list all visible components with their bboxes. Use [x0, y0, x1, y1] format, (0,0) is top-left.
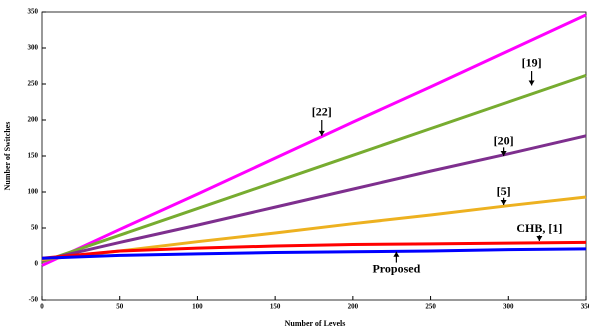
- annotation: [19]: [522, 56, 542, 70]
- y-tick-label: 350: [28, 8, 39, 16]
- series-line: [41, 240, 587, 260]
- annotation: CHB, [1]: [516, 221, 562, 235]
- x-tick-label: 150: [270, 303, 281, 311]
- annotation: [22]: [312, 105, 332, 119]
- x-tick-label: 350: [581, 303, 589, 311]
- y-tick-label: 50: [31, 224, 39, 232]
- y-tick-label: 300: [28, 44, 39, 52]
- y-tick-label: -50: [29, 296, 39, 304]
- arrow-head: [500, 199, 507, 205]
- x-tick-label: 100: [192, 303, 203, 311]
- y-tick-label: 100: [28, 188, 39, 196]
- y-tick-label: 250: [28, 80, 39, 88]
- arrow-head: [536, 235, 543, 241]
- annotation: [5]: [497, 184, 511, 198]
- annotation: [20]: [494, 133, 514, 147]
- y-tick-label: 150: [28, 152, 39, 160]
- arrow-head: [500, 151, 507, 156]
- x-tick-label: 0: [40, 303, 44, 311]
- series-line: [41, 247, 587, 260]
- y-axis-label: Number of Switches: [3, 122, 12, 191]
- arrow-head: [528, 80, 535, 86]
- series-line: [41, 73, 587, 264]
- annotation: Proposed: [372, 262, 420, 276]
- x-tick-label: 250: [425, 303, 436, 311]
- arrow-head: [393, 251, 400, 257]
- series-line: [41, 134, 587, 262]
- y-tick-label: 200: [28, 116, 39, 124]
- series-line: [41, 13, 587, 267]
- x-tick-label: 50: [116, 303, 124, 311]
- arrow-head: [318, 130, 325, 136]
- y-tick-label: 0: [35, 260, 39, 268]
- x-tick-label: 200: [348, 303, 359, 311]
- x-axis-label: Number of Levels: [285, 319, 346, 328]
- x-tick-label: 300: [503, 303, 514, 311]
